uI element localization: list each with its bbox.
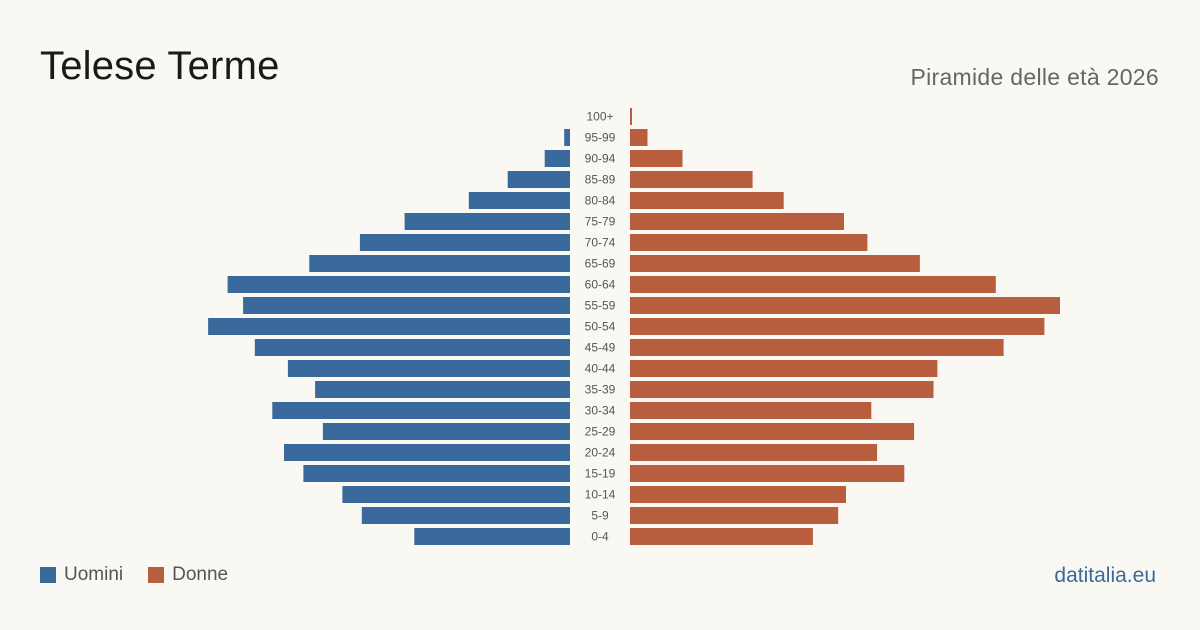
age-label-50-54: 50-54: [585, 320, 616, 334]
age-label-35-39: 35-39: [585, 383, 616, 397]
bar-women-100+: [630, 108, 632, 125]
bar-men-40-44: [287, 360, 570, 377]
bar-men-30-34: [272, 402, 570, 419]
age-label-100+: 100+: [586, 110, 613, 124]
age-label-95-99: 95-99: [585, 131, 616, 145]
bar-men-90-94: [544, 150, 570, 167]
bar-women-50-54: [630, 318, 1045, 335]
bar-women-20-24: [630, 444, 878, 461]
legend-label-women: Donne: [172, 564, 229, 585]
bar-men-15-19: [303, 465, 570, 482]
bar-women-25-29: [630, 423, 915, 440]
bar-men-0-4: [414, 528, 570, 545]
bar-women-55-59: [630, 297, 1060, 314]
bar-women-5-9: [630, 507, 839, 524]
age-label-5-9: 5-9: [591, 509, 609, 523]
bar-women-15-19: [630, 465, 905, 482]
bar-men-60-64: [227, 276, 570, 293]
age-label-10-14: 10-14: [585, 488, 616, 502]
bar-men-65-69: [309, 255, 570, 272]
bar-men-10-14: [342, 486, 570, 503]
age-label-85-89: 85-89: [585, 173, 616, 187]
chart-legend: Uomini Donne: [40, 564, 253, 586]
bar-women-85-89: [630, 171, 753, 188]
age-label-90-94: 90-94: [585, 152, 616, 166]
bar-men-50-54: [208, 318, 570, 335]
bar-women-0-4: [630, 528, 813, 545]
age-label-70-74: 70-74: [585, 236, 616, 250]
bar-men-55-59: [243, 297, 570, 314]
bar-women-95-99: [630, 129, 648, 146]
bar-men-75-79: [404, 213, 570, 230]
bar-women-65-69: [630, 255, 920, 272]
bar-women-45-49: [630, 339, 1004, 356]
age-label-65-69: 65-69: [585, 257, 616, 271]
legend-item-women: Donne: [148, 564, 228, 586]
bar-women-80-84: [630, 192, 784, 209]
bar-women-60-64: [630, 276, 996, 293]
legend-swatch-men: [40, 567, 56, 583]
bar-men-70-74: [359, 234, 570, 251]
age-label-20-24: 20-24: [585, 446, 616, 460]
legend-label-men: Uomini: [64, 564, 124, 585]
bar-men-45-49: [254, 339, 571, 356]
page-title: Telese Terme: [40, 44, 280, 88]
bar-women-90-94: [630, 150, 683, 167]
bar-women-35-39: [630, 381, 934, 398]
bar-women-30-34: [630, 402, 872, 419]
bar-women-40-44: [630, 360, 938, 377]
bar-women-70-74: [630, 234, 868, 251]
age-label-55-59: 55-59: [585, 299, 616, 313]
age-label-75-79: 75-79: [585, 215, 616, 229]
age-label-45-49: 45-49: [585, 341, 616, 355]
age-label-15-19: 15-19: [585, 467, 616, 481]
bar-men-85-89: [507, 171, 570, 188]
age-label-80-84: 80-84: [585, 194, 616, 208]
age-label-60-64: 60-64: [585, 278, 616, 292]
legend-swatch-women: [148, 567, 165, 583]
legend-item-men: Uomini: [40, 564, 123, 586]
bar-men-80-84: [468, 192, 570, 209]
page-subtitle: Piramide delle età 2026: [910, 64, 1159, 90]
age-label-25-29: 25-29: [585, 425, 616, 439]
bar-men-5-9: [361, 507, 570, 524]
age-label-30-34: 30-34: [585, 404, 616, 418]
bar-women-10-14: [630, 486, 846, 503]
bar-men-35-39: [315, 381, 570, 398]
bar-men-20-24: [284, 444, 570, 461]
brand-link[interactable]: datitalia.eu: [1054, 564, 1156, 587]
age-label-0-4: 0-4: [591, 530, 609, 544]
age-label-40-44: 40-44: [585, 362, 616, 376]
bar-men-25-29: [322, 423, 570, 440]
bar-women-75-79: [630, 213, 844, 230]
bar-men-95-99: [564, 129, 570, 146]
